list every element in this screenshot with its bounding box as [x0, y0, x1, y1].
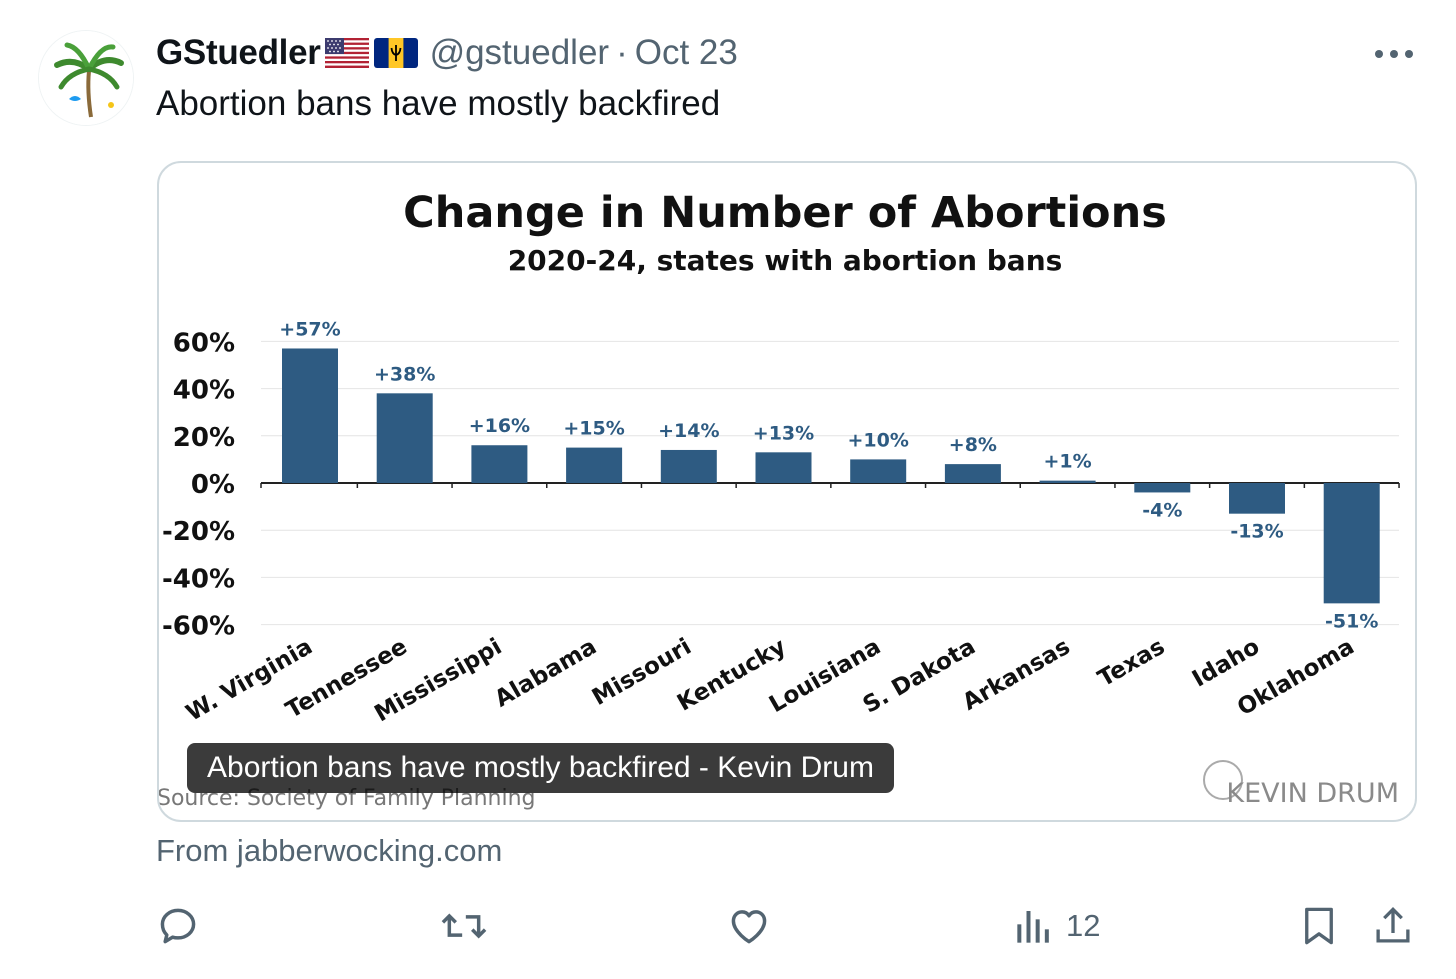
data-label: +13%	[753, 422, 814, 444]
reply-button[interactable]	[156, 896, 200, 956]
bar	[850, 459, 907, 483]
bar	[282, 348, 338, 483]
bookmark-button[interactable]	[1298, 896, 1340, 956]
views-count: 12	[1066, 908, 1101, 943]
barbados-flag-icon	[373, 38, 418, 68]
bar	[1229, 483, 1285, 514]
avatar[interactable]	[38, 30, 134, 126]
data-label: -51%	[1325, 610, 1378, 632]
share-button[interactable]	[1372, 896, 1414, 956]
display-name[interactable]: GStuedler	[156, 33, 321, 72]
watermark: KEVIN DRUM	[1203, 760, 1399, 809]
views-button[interactable]: 12	[1014, 896, 1100, 956]
y-tick-label: 0%	[191, 470, 235, 500]
chart-title: Change in Number of Abortions	[403, 188, 1167, 238]
reply-icon	[160, 908, 196, 944]
bar	[471, 445, 528, 483]
x-axis-categories: W. VirginiaTennesseeMississippiAlabamaMi…	[182, 634, 1359, 728]
bar-chart: Change in Number of Abortions 2020-24, s…	[159, 188, 1400, 811]
y-tick-label: -40%	[162, 564, 235, 594]
bar	[1039, 480, 1096, 483]
data-label: +15%	[563, 418, 624, 440]
data-label: +10%	[847, 429, 908, 451]
more-icon	[1375, 50, 1413, 58]
bar	[376, 393, 433, 483]
tweet-text: Abortion bans have mostly backfired	[156, 84, 721, 123]
bar	[1134, 483, 1191, 493]
separator-dot: ·	[616, 33, 628, 72]
retweet-button[interactable]	[440, 896, 488, 956]
user-handle[interactable]: @gstuedler	[429, 33, 610, 72]
x-category-label: Alabama	[491, 634, 602, 713]
data-label: +1%	[1044, 451, 1092, 473]
bar	[755, 452, 812, 483]
us-flag-icon	[324, 38, 369, 68]
bar	[566, 447, 623, 483]
more-button[interactable]	[1366, 36, 1422, 72]
cat-logo-icon	[1203, 760, 1243, 800]
action-bar: 12	[0, 896, 1456, 956]
timestamp[interactable]: Oct 23	[634, 33, 738, 72]
y-tick-label: -20%	[162, 517, 235, 547]
like-button[interactable]	[726, 896, 772, 956]
x-category-label: Arkansas	[958, 634, 1074, 716]
palm-tree-logo	[39, 31, 133, 125]
card-caption: Abortion bans have mostly backfired - Ke…	[187, 743, 894, 793]
bar	[660, 449, 717, 483]
chart-subtitle: 2020-24, states with abortion bans	[508, 244, 1063, 277]
x-category-label: Idaho	[1188, 634, 1264, 693]
watermark-text: KEVIN DRUM	[1226, 778, 1399, 809]
data-labels: +57% +38% +16% +15% +14% +13% +10% +8% +1% -4% -13…	[279, 318, 1378, 632]
retweet-icon	[441, 913, 487, 939]
like-icon	[731, 910, 767, 944]
tweet-header: GStuedler @gstuedler · Oct 23	[156, 30, 738, 76]
data-label: +16%	[469, 415, 530, 437]
source-link[interactable]: From jabberwocking.com	[156, 833, 503, 868]
y-tick-label: 20%	[173, 423, 235, 453]
views-icon	[1017, 911, 1049, 943]
data-label: +38%	[374, 363, 435, 385]
data-label: -13%	[1230, 521, 1283, 543]
y-tick-label: 40%	[173, 376, 235, 406]
data-label: +8%	[949, 434, 997, 456]
gridlines	[260, 340, 1400, 626]
data-label: +14%	[658, 420, 719, 442]
y-tick-label: -60%	[162, 612, 235, 642]
y-axis-ticks: 60% 40% 20% 0% -20% -40% -60%	[162, 328, 235, 641]
bar	[1323, 483, 1380, 604]
link-card[interactable]: Change in Number of Abortions 2020-24, s…	[157, 161, 1417, 822]
bars	[282, 348, 1380, 604]
x-category-label: Texas	[1094, 634, 1170, 693]
flag-emojis	[324, 38, 418, 68]
data-label: +57%	[279, 318, 340, 340]
bookmark-icon	[1305, 907, 1333, 945]
bar	[944, 464, 1001, 483]
data-label: -4%	[1142, 499, 1182, 521]
y-tick-label: 60%	[173, 328, 235, 358]
share-icon	[1376, 907, 1410, 943]
